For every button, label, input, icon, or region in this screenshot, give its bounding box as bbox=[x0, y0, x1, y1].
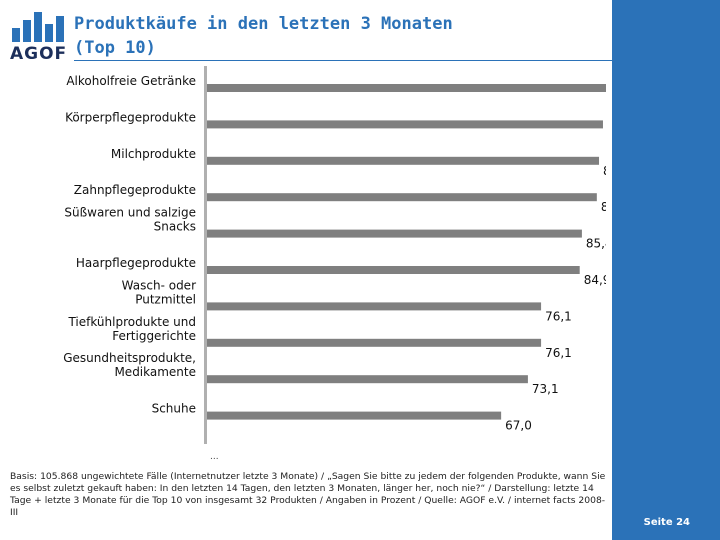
category-label: Snacks bbox=[154, 220, 196, 234]
page-number: Seite 24 bbox=[643, 517, 690, 528]
data-label: 73,1 bbox=[532, 382, 559, 396]
category-label: Putzmittel bbox=[135, 292, 196, 306]
category-label: Zahnpflegeprodukte bbox=[74, 183, 196, 197]
category-label: Fertiggerichte bbox=[112, 329, 196, 343]
agof-logo: AGOF bbox=[10, 12, 70, 64]
title-line-1: Produktkäufe in den letzten 3 Monaten bbox=[74, 14, 453, 34]
data-label: 84,9 bbox=[584, 273, 606, 287]
data-label: 89,3 bbox=[603, 164, 606, 178]
bar bbox=[207, 156, 600, 165]
category-label: Schuhe bbox=[152, 402, 196, 416]
title-divider bbox=[74, 60, 612, 61]
data-label: 88,8 bbox=[601, 200, 606, 214]
more-indicator: ... bbox=[210, 452, 219, 462]
bar-chart: 91,7Alkoholfreie Getränke90,2Körperpfleg… bbox=[63, 66, 606, 444]
title-line-2: (Top 10) bbox=[74, 38, 156, 58]
category-label: Körperpflegeprodukte bbox=[65, 110, 196, 124]
bar bbox=[207, 338, 542, 347]
bar bbox=[207, 120, 603, 129]
category-label: Medikamente bbox=[114, 365, 196, 379]
bar bbox=[207, 302, 542, 311]
data-label: 76,1 bbox=[545, 309, 572, 323]
category-label: Alkoholfreie Getränke bbox=[66, 74, 196, 88]
bar bbox=[207, 84, 606, 92]
data-label: 76,1 bbox=[545, 346, 572, 360]
data-label: 85,4 bbox=[586, 237, 606, 251]
data-label: 67,0 bbox=[505, 419, 532, 433]
category-label: Milchprodukte bbox=[111, 147, 196, 161]
bar bbox=[207, 411, 502, 420]
category-label: Haarpflegeprodukte bbox=[76, 256, 196, 270]
bar bbox=[207, 266, 580, 274]
category-label: Wasch- oder bbox=[122, 278, 196, 292]
right-sidebar: Seite 24 bbox=[612, 0, 720, 540]
logo-bars-icon bbox=[12, 12, 68, 42]
category-label: Gesundheitsprodukte, bbox=[63, 351, 196, 365]
category-label: Tiefkühlprodukte und bbox=[67, 315, 196, 329]
category-label: Süßwaren und salzige bbox=[64, 206, 196, 220]
footnote: Basis: 105.868 ungewichtete Fälle (Inter… bbox=[10, 471, 606, 518]
bar bbox=[207, 229, 582, 238]
page-title: Produktkäufe in den letzten 3 Monaten (T… bbox=[74, 12, 614, 60]
bar bbox=[207, 193, 597, 202]
bar bbox=[207, 375, 528, 384]
logo-text: AGOF bbox=[10, 44, 68, 64]
